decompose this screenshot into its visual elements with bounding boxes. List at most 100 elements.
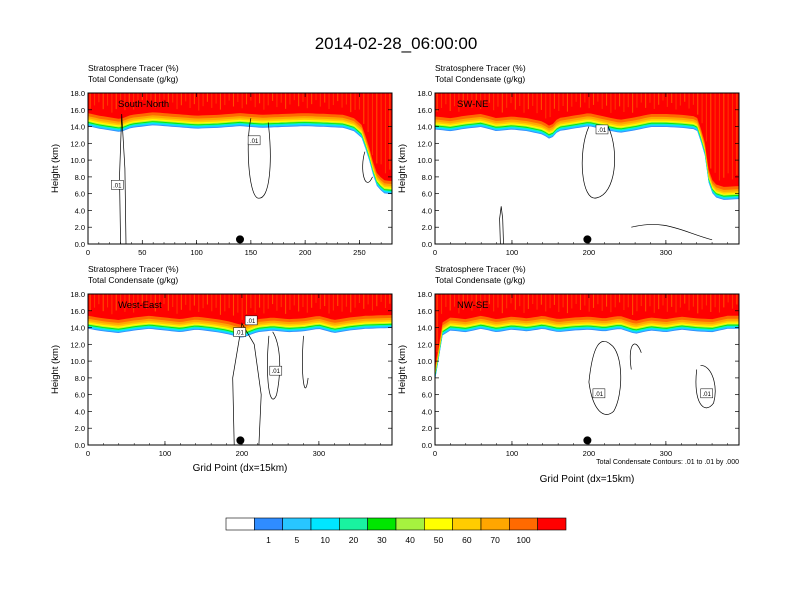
panel-west-east: Stratosphere Tracer (%)Total Condensate … — [50, 264, 393, 458]
condensate-contour — [695, 364, 716, 409]
condensate-contour — [119, 113, 127, 244]
y-tick-label: 12.0 — [417, 340, 432, 349]
contour-label: .01 — [595, 392, 604, 398]
panel-header-tracer: Stratosphere Tracer (%) — [88, 264, 179, 274]
contour-label: .01 — [598, 128, 607, 134]
x-tick-label: 200 — [299, 248, 312, 257]
contour-label: .01 — [250, 139, 259, 145]
y-tick-label: 8.0 — [75, 173, 85, 182]
y-tick-label: 14.0 — [417, 324, 432, 333]
condensate-contour — [581, 126, 615, 199]
y-tick-label: 4.0 — [422, 407, 432, 416]
y-tick-label: 10.0 — [70, 357, 85, 366]
contour-note: Total Condensate Contours: .01 to .01 by… — [596, 459, 739, 466]
panel-name: NW-SE — [457, 300, 489, 311]
panel-header-tracer: Stratosphere Tracer (%) — [88, 63, 179, 73]
x-axis-label-right: Grid Point (dx=15km) — [540, 474, 635, 485]
x-tick-label: 200 — [583, 248, 596, 257]
y-tick-label: 2.0 — [75, 424, 85, 433]
tracer-layer — [435, 93, 739, 190]
y-tick-label: 14.0 — [70, 123, 85, 132]
contour-label-box — [269, 365, 283, 376]
colorbar-swatch — [310, 517, 340, 531]
condensate-contour — [631, 224, 713, 241]
condensate-contour — [302, 335, 309, 389]
panel-nw-se: Stratosphere Tracer (%)Total Condensate … — [397, 264, 740, 458]
colorbar-label: 70 — [490, 535, 500, 545]
panel-header-tracer: Stratosphere Tracer (%) — [435, 63, 526, 73]
colorbar-swatch — [225, 517, 255, 531]
y-tick-label: 8.0 — [422, 374, 432, 383]
x-tick-label: 300 — [660, 449, 673, 458]
x-tick-label: 300 — [313, 449, 326, 458]
y-tick-label: 10.0 — [70, 156, 85, 165]
y-tick-label: 2.0 — [75, 223, 85, 232]
y-tick-label: 2.0 — [422, 424, 432, 433]
condensate-contour — [247, 118, 271, 199]
colorbar-label: 5 — [294, 535, 299, 545]
y-tick-label: 6.0 — [422, 391, 432, 400]
x-tick-label: 200 — [583, 449, 596, 458]
y-tick-label: 16.0 — [70, 307, 85, 316]
colorbar-label: 1 — [266, 535, 271, 545]
colorbar-swatch — [254, 517, 283, 531]
x-tick-label: 100 — [190, 248, 203, 257]
colorbar-swatch — [395, 517, 425, 531]
condensate-contour — [499, 206, 504, 244]
y-axis-label: Height (km) — [397, 345, 408, 394]
contour-label: .01 — [235, 331, 244, 337]
x-axis-label-left: Grid Point (dx=15km) — [193, 463, 288, 474]
y-tick-label: 18.0 — [417, 290, 432, 299]
x-tick-label: 50 — [138, 248, 146, 257]
condensate-contour — [267, 331, 281, 400]
colorbar-swatch — [339, 517, 368, 531]
y-tick-label: 16.0 — [417, 307, 432, 316]
colorbar-swatch — [282, 517, 312, 531]
colorbar-label: 100 — [516, 535, 530, 545]
condensate-contour — [362, 151, 373, 183]
y-tick-label: 6.0 — [75, 190, 85, 199]
plot-area: .01.01.01 — [88, 294, 392, 445]
y-tick-label: 8.0 — [422, 173, 432, 182]
panel-header-condensate: Total Condensate (g/kg) — [88, 275, 178, 285]
x-tick-label: 200 — [236, 449, 249, 458]
colorbar: 1 5 10 20 30 40 50 60 70 100 — [225, 517, 567, 545]
x-tick-label: 250 — [353, 248, 366, 257]
panel-header-condensate: Total Condensate (g/kg) — [435, 275, 525, 285]
panel-sw-ne: Stratosphere Tracer (%)Total Condensate … — [397, 63, 740, 257]
tracer-layer — [88, 93, 392, 184]
contour-label: .01 — [703, 392, 712, 398]
location-marker — [236, 436, 245, 445]
colorbar-swatch — [537, 517, 567, 531]
y-tick-label: 18.0 — [70, 89, 85, 98]
colorbar-swatch — [424, 517, 453, 531]
y-tick-label: 2.0 — [422, 223, 432, 232]
tracer-layer — [435, 294, 739, 368]
y-tick-label: 6.0 — [422, 190, 432, 199]
panel-south-north: Stratosphere Tracer (%)Total Condensate … — [50, 63, 393, 257]
colorbar-label: 10 — [320, 535, 330, 545]
y-tick-label: 0.0 — [422, 240, 432, 249]
contour-label-box — [595, 124, 609, 135]
contour-label-box — [244, 315, 258, 326]
x-tick-label: 0 — [86, 248, 90, 257]
y-tick-label: 14.0 — [417, 123, 432, 132]
y-axis-label: Height (km) — [397, 144, 408, 193]
contour-label: .01 — [247, 319, 256, 325]
colorbar-label: 20 — [349, 535, 359, 545]
y-tick-label: 0.0 — [422, 441, 432, 450]
colorbar-swatch — [452, 517, 482, 531]
panel-name: South-North — [118, 99, 169, 110]
contour-label: .01 — [272, 369, 281, 375]
contour-label-box — [247, 135, 261, 146]
y-tick-label: 6.0 — [75, 391, 85, 400]
colorbar-label: 50 — [434, 535, 444, 545]
x-tick-label: 100 — [506, 248, 519, 257]
location-marker — [583, 235, 592, 244]
condensate-contour — [588, 341, 622, 415]
panel-header-tracer: Stratosphere Tracer (%) — [435, 264, 526, 274]
contour-label-box — [592, 388, 606, 399]
x-tick-label: 0 — [433, 449, 437, 458]
tracer-layer — [88, 93, 392, 182]
